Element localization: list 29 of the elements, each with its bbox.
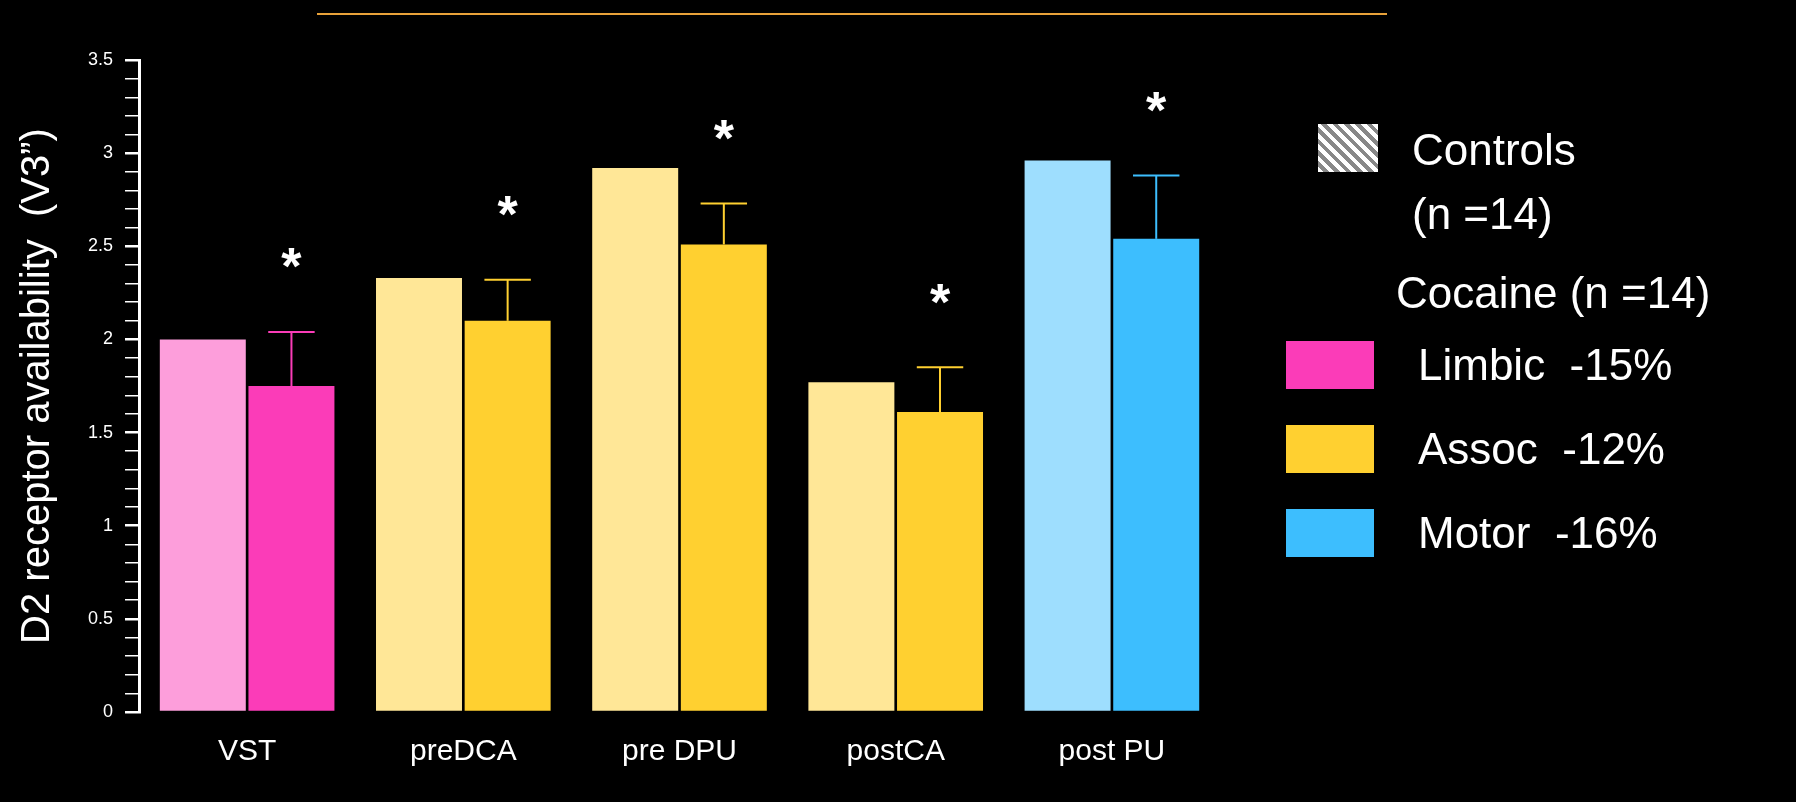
x-tick-label: pre DPU — [621, 733, 738, 767]
annotation: * — [497, 185, 519, 244]
bar — [808, 382, 895, 711]
text: Assoc -12% — [1418, 423, 1665, 474]
annotation: * — [1146, 80, 1168, 139]
y-tick-label: 1.5 — [87, 421, 114, 442]
annotation: * — [929, 272, 951, 331]
text: Cocaine (n =14) — [1396, 267, 1712, 318]
y-tick-label: 3 — [103, 142, 114, 163]
annotation: * — [281, 237, 303, 296]
y-tick-label: 1 — [103, 514, 114, 535]
x-tick-label: preDCA — [409, 733, 517, 767]
y-tick-label: 0.5 — [87, 607, 114, 628]
bar — [159, 339, 246, 711]
x-tick-label: post PU — [1058, 733, 1166, 767]
y-tick-label: 2.5 — [87, 235, 114, 256]
bar — [376, 277, 462, 711]
annotation: * — [713, 108, 735, 167]
y-tick-label: 2 — [103, 328, 114, 349]
text: Motor -16% — [1418, 507, 1658, 558]
legend-label: Controls (n =14) — [1412, 124, 1577, 240]
y-tick-label: 3.5 — [87, 48, 114, 69]
bar — [1024, 160, 1111, 711]
text: Limbic -15% — [1418, 339, 1673, 390]
x-tick-label: VST — [217, 733, 277, 767]
y-tick-label: 0 — [103, 700, 114, 721]
x-tick-label: postCA — [846, 733, 945, 767]
y-axis-title: D2 receptor availability (V3”) — [13, 128, 58, 644]
bar — [592, 168, 679, 711]
